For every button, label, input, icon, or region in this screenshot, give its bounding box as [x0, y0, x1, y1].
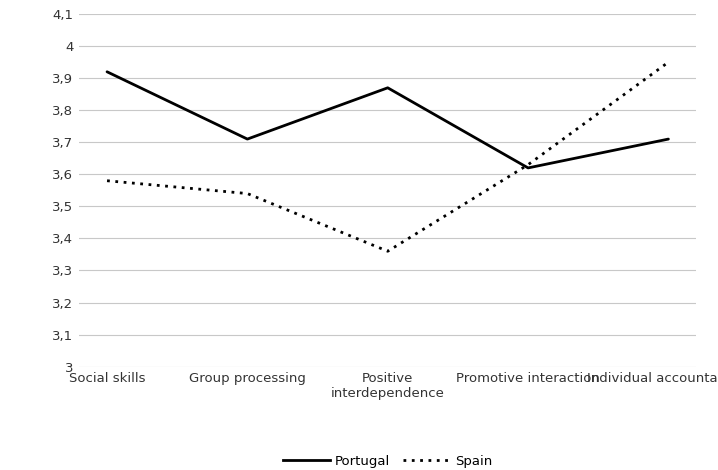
- Legend: Portugal, Spain: Portugal, Spain: [278, 449, 498, 470]
